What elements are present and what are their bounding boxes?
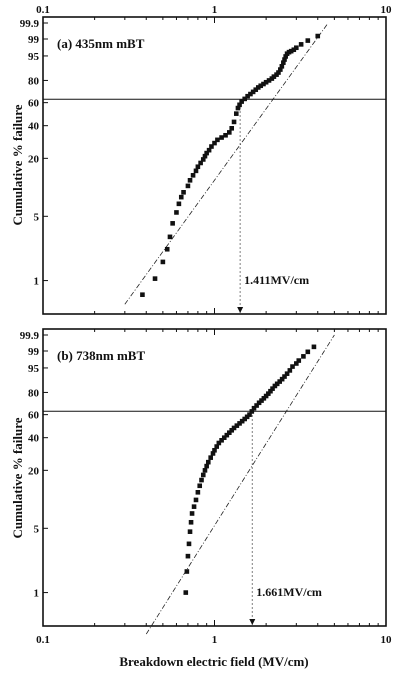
data-point (229, 126, 234, 131)
y-tick-label: 99 (28, 346, 40, 358)
y-tick-label: 40 (28, 433, 40, 445)
data-point (199, 478, 204, 483)
y-tick-label: 1 (34, 588, 40, 600)
x-axis-label: Breakdown electric field (MV/cm) (119, 654, 308, 669)
panel-a: 1 5 20 40 60 80 95 99 99.9 0.1 1 10 (a) 435nm mBT 1.4… (20, 4, 392, 314)
data-point (234, 111, 239, 116)
data-point (306, 350, 311, 355)
y-tick-label: 5 (34, 523, 40, 535)
characteristic-field-label: 1.411MV/cm (244, 273, 309, 287)
y-tick-label: 80 (28, 387, 40, 399)
data-point (189, 520, 194, 525)
x-tick-label: 10 (381, 634, 393, 646)
y-tick-label: 99.9 (20, 18, 40, 30)
characteristic-field-label: 1.661MV/cm (256, 585, 322, 599)
data-point (179, 195, 184, 200)
data-point (177, 202, 182, 207)
plot-frame-b (43, 329, 386, 626)
characteristic-field-arrow (249, 619, 255, 625)
x-tick-label: 1 (212, 4, 218, 16)
data-point (188, 529, 193, 534)
data-point (204, 464, 209, 469)
data-point (227, 130, 232, 135)
data-point (165, 247, 170, 252)
x-tick-label: 10 (381, 4, 393, 16)
y-tick-label: 60 (28, 98, 40, 110)
data-point (191, 173, 196, 178)
data-point (186, 554, 191, 559)
y-tick-label: 99.9 (20, 330, 40, 342)
data-point (170, 221, 175, 226)
y-tick-label: 40 (28, 121, 40, 133)
data-point (190, 511, 195, 516)
y-tick-label: 99 (28, 34, 40, 46)
y-tick-label: 1 (34, 276, 40, 288)
data-point (192, 504, 197, 509)
y-tick-label: 20 (28, 465, 40, 477)
data-point (208, 455, 213, 460)
weibull-fit-line (125, 23, 328, 304)
data-point (174, 210, 179, 215)
y-axis-label-a: Cumulative % failure (10, 104, 25, 225)
y-tick-label: 80 (28, 75, 40, 87)
data-point (187, 542, 192, 547)
data-point (181, 190, 186, 195)
data-point (306, 38, 311, 43)
data-point (312, 345, 317, 350)
characteristic-field-arrow (237, 307, 243, 313)
y-tick-label: 5 (34, 211, 40, 223)
data-point (294, 45, 299, 50)
data-point (183, 590, 188, 595)
data-point (196, 490, 201, 495)
x-tick-label: 0.1 (36, 634, 50, 646)
panel-b: 1 5 20 40 60 80 95 99 99.9 0.1 1 10 (b) 738nm mBT 1.6… (20, 329, 392, 646)
data-point (153, 276, 158, 281)
data-point (201, 473, 206, 478)
data-point (140, 292, 145, 297)
data-point (232, 120, 237, 125)
data-point (194, 169, 199, 174)
y-tick-label: 20 (28, 153, 40, 165)
y-axis-label-b: Cumulative % failure (10, 417, 25, 538)
data-point (186, 184, 191, 189)
x-tick-label: 1 (212, 634, 218, 646)
data-point (185, 569, 190, 574)
y-tick-label: 60 (28, 410, 40, 422)
plot-frame-a (43, 17, 386, 314)
data-point (194, 498, 199, 503)
panel-label-a: (a) 435nm mBT (57, 36, 145, 51)
data-point (161, 260, 166, 265)
data-point (203, 468, 208, 473)
panel-label-b: (b) 738nm mBT (57, 348, 145, 363)
data-point (168, 235, 173, 240)
data-point (206, 460, 211, 465)
data-point (219, 135, 224, 140)
data-point (315, 34, 320, 39)
data-point (296, 358, 301, 363)
y-tick-label: 95 (28, 51, 40, 63)
data-point (197, 483, 202, 488)
data-point (299, 42, 304, 47)
y-tick-label: 95 (28, 363, 40, 375)
data-point (215, 138, 220, 143)
data-point (301, 354, 306, 359)
data-point (188, 178, 193, 183)
x-tick-label: 0.1 (36, 4, 50, 16)
